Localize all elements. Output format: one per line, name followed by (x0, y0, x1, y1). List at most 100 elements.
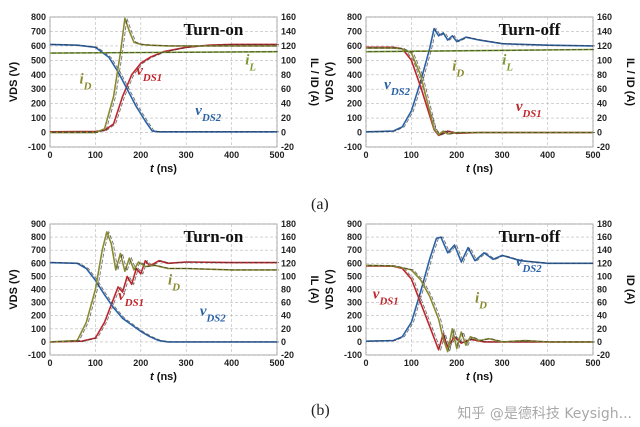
y-right-tick-label: 120 (281, 258, 296, 268)
y-right-tick-label: 100 (281, 55, 296, 65)
x-tick-label: 200 (449, 150, 464, 160)
series-sim-line-vDS2 (51, 43, 279, 133)
y-left-tick-label: 900 (347, 219, 362, 229)
y-right-tick-label: 80 (597, 70, 607, 80)
y-left-tick-label: 800 (31, 232, 46, 242)
y-left-tick-label: 700 (347, 245, 362, 255)
y-left-tick-label: -100 (28, 142, 46, 152)
y-left-tick-label: 200 (31, 311, 46, 321)
y-left-tick-label: 700 (31, 245, 46, 255)
y-right-axis-label: IL / ID (A) (624, 58, 636, 106)
series-label-iL: iL (245, 53, 256, 74)
series-label-iD: iD (80, 71, 92, 92)
figure-label-b: (b) (311, 402, 330, 419)
x-axis-label: t (ns) (150, 371, 177, 383)
y-left-tick-label: 300 (347, 298, 362, 308)
x-tick-label: 300 (495, 358, 510, 368)
series-label-vDS1: vDS1 (516, 99, 542, 120)
y-left-tick-label: 400 (347, 70, 362, 80)
series-vDS1: vDS1 (365, 265, 595, 352)
y-right-tick-label: 160 (597, 12, 612, 22)
series-vDS2: vDS2 (365, 27, 596, 133)
chart-panel-2: 0 100 200 300 400 500-10001002003004005006007… (324, 12, 636, 175)
y-right-tick-label: 100 (597, 55, 612, 65)
x-tick-label: 400 (224, 150, 239, 160)
chart-title: Turn-on (184, 20, 244, 39)
y-left-tick-label: 800 (347, 12, 362, 22)
series-iD: iD (366, 47, 595, 136)
series-iL: iL (49, 50, 280, 74)
series-line-iD (49, 231, 277, 343)
y-left-tick-label: 900 (31, 219, 46, 229)
y-left-tick-label: 700 (347, 26, 362, 36)
y-right-tick-label: 40 (597, 311, 607, 321)
y-right-tick-label: 120 (597, 258, 612, 268)
y-right-tick-label: 100 (281, 271, 296, 281)
x-tick-label: 300 (179, 150, 194, 160)
y-right-tick-label: 0 (597, 128, 602, 138)
y-left-tick-label: 0 (357, 128, 362, 138)
series-sim-line-iD (52, 18, 279, 134)
series-sim-line-vDS1 (51, 259, 279, 343)
series-label-vDS1: vDS1 (118, 288, 144, 309)
x-tick-label: 200 (449, 358, 464, 368)
series-vDS2: vDS2 (49, 43, 279, 133)
series-label-vDS2: vDS2 (195, 103, 221, 124)
y-left-tick-label: 800 (31, 12, 46, 22)
y-left-tick-label: 0 (41, 128, 46, 138)
series-vDS2: vDS2 (49, 261, 279, 343)
series-line-vDS2 (365, 236, 593, 342)
y-left-axis-label: VDS (V) (324, 61, 336, 102)
y-left-tick-label: 500 (347, 55, 362, 65)
y-right-tick-label: 20 (281, 324, 291, 334)
series-label-iD: iD (475, 291, 487, 312)
y-left-tick-label: 0 (357, 337, 362, 347)
x-tick-label: 300 (179, 358, 194, 368)
y-left-axis-label: VDS (V) (8, 269, 20, 310)
series-sim-line-iD (368, 47, 595, 136)
y-left-tick-label: 300 (347, 84, 362, 94)
y-right-tick-label: 160 (281, 232, 296, 242)
y-left-tick-label: 800 (347, 232, 362, 242)
y-right-tick-label: -20 (281, 142, 294, 152)
x-tick-label: 400 (224, 358, 239, 368)
y-left-tick-label: 400 (31, 285, 46, 295)
y-left-tick-label: 600 (31, 258, 46, 268)
x-tick-label: 100 (88, 150, 103, 160)
series-sim-line-iL (367, 49, 596, 53)
y-right-tick-label: 80 (597, 285, 607, 295)
y-right-tick-label: 60 (597, 84, 607, 94)
x-tick-label: 0 (47, 150, 52, 160)
series-sim-line-iL (51, 51, 280, 54)
y-right-tick-label: 20 (281, 113, 291, 123)
series-label-vDS2: vDS2 (516, 254, 542, 275)
y-left-tick-label: 100 (347, 324, 362, 334)
y-right-tick-label: 100 (597, 271, 612, 281)
chart-title: Turn-off (499, 20, 561, 39)
y-left-tick-label: -100 (344, 142, 362, 152)
x-tick-label: 400 (540, 150, 555, 160)
series-vDS1: vDS1 (49, 259, 279, 343)
y-right-tick-label: -20 (597, 350, 610, 360)
x-tick-label: 0 (363, 150, 368, 160)
y-right-tick-label: 20 (597, 113, 607, 123)
x-tick-label: 400 (540, 358, 555, 368)
y-right-tick-label: 120 (597, 41, 612, 51)
series-label-iD: iD (168, 272, 180, 293)
y-left-tick-label: 100 (31, 324, 46, 334)
y-left-tick-label: 500 (31, 271, 46, 281)
series-sim-line-vDS2 (51, 262, 279, 343)
series-label-vDS2: vDS2 (384, 77, 410, 98)
x-tick-label: 500 (585, 150, 600, 160)
y-right-tick-label: 0 (281, 128, 286, 138)
y-right-tick-label: 140 (597, 245, 612, 255)
y-left-tick-label: 100 (31, 113, 46, 123)
y-right-tick-label: 180 (281, 219, 296, 229)
series-sim-line-vDS2 (367, 236, 595, 342)
y-left-tick-label: 700 (31, 26, 46, 36)
x-tick-label: 100 (88, 358, 103, 368)
y-right-tick-label: 140 (281, 26, 296, 36)
x-tick-label: 200 (133, 150, 148, 160)
chart-title: Turn-off (499, 227, 561, 246)
